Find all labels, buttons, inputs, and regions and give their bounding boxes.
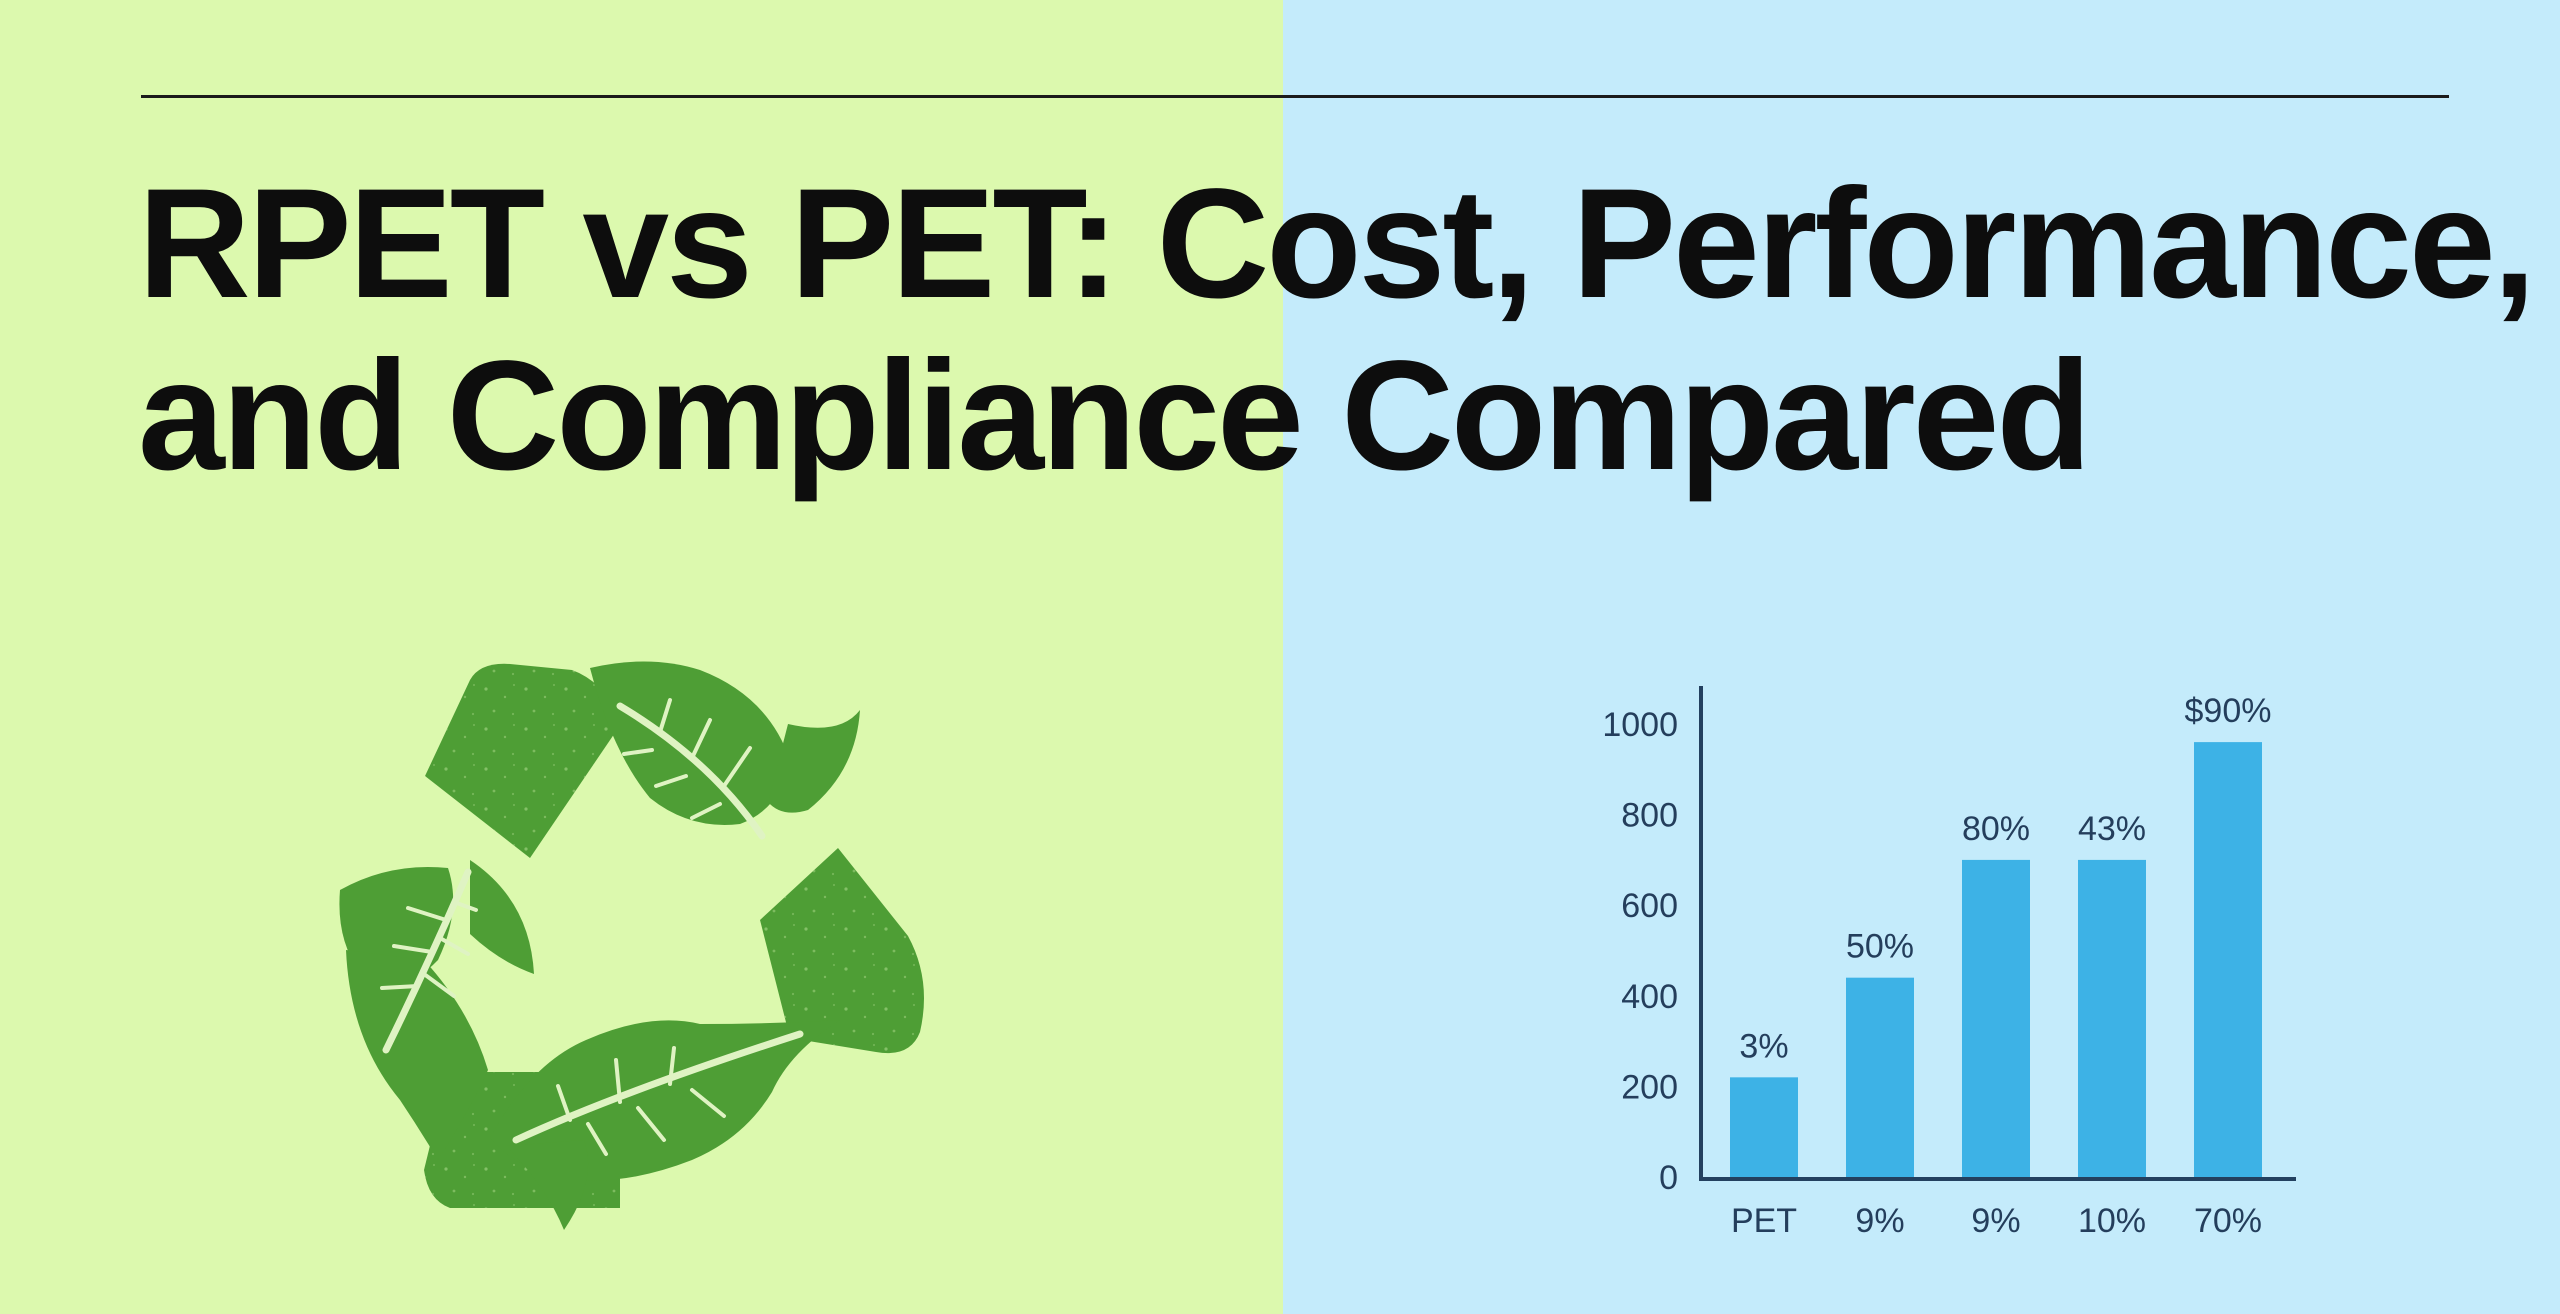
page-title: RPET vs PET: Cost, Performance, and Comp… bbox=[138, 158, 2538, 502]
top-rule bbox=[141, 95, 2449, 98]
bar bbox=[1730, 1077, 1798, 1177]
recycle-leaves-icon bbox=[339, 661, 924, 1230]
y-tick-label: 200 bbox=[1621, 1068, 1678, 1106]
y-tick-label: 0 bbox=[1659, 1159, 1678, 1197]
y-tick-label: 800 bbox=[1621, 797, 1678, 835]
bar-data-label: 80% bbox=[1962, 810, 2030, 848]
bar bbox=[1846, 977, 1914, 1177]
bar bbox=[2194, 742, 2262, 1177]
bar-data-label: 43% bbox=[2078, 810, 2146, 848]
x-tick-label: 70% bbox=[2194, 1202, 2262, 1240]
x-tick-label: PET bbox=[1731, 1202, 1797, 1240]
y-tick-label: 600 bbox=[1621, 887, 1678, 925]
bar-data-label: 50% bbox=[1846, 928, 1914, 966]
title-line-1: RPET vs PET: Cost, Performance, bbox=[138, 157, 2536, 331]
leaf-bottom-right bbox=[490, 1020, 840, 1230]
y-tick-label: 1000 bbox=[1602, 706, 1678, 744]
y-tick-label: 400 bbox=[1621, 978, 1678, 1016]
x-tick-label: 10% bbox=[2078, 1202, 2146, 1240]
bar-series bbox=[1730, 742, 2262, 1177]
leaf-left bbox=[339, 860, 534, 1160]
right-panel bbox=[1283, 0, 2560, 1314]
bar-data-label: $90% bbox=[2185, 692, 2272, 730]
bar bbox=[2078, 859, 2146, 1177]
bar bbox=[1962, 859, 2030, 1177]
leaf-top-right bbox=[590, 661, 860, 840]
x-tick-labels: PET 9% 9% 10% 70% bbox=[1731, 1202, 2262, 1240]
x-tick-label: 9% bbox=[1971, 1202, 2020, 1240]
bar-data-label: 3% bbox=[1739, 1027, 1788, 1065]
y-tick-labels: 0 200 400 600 800 1000 bbox=[1602, 706, 1678, 1197]
bar-data-labels: 3% 50% 80% 43% $90% bbox=[1739, 692, 2271, 1065]
title-line-2: and Compliance Compared bbox=[138, 329, 2092, 503]
x-tick-label: 9% bbox=[1855, 1202, 1904, 1240]
bar-chart: 0 200 400 600 800 1000 3% 50% 80% 43% $90% PET 9% 9… bbox=[1602, 686, 2296, 1240]
